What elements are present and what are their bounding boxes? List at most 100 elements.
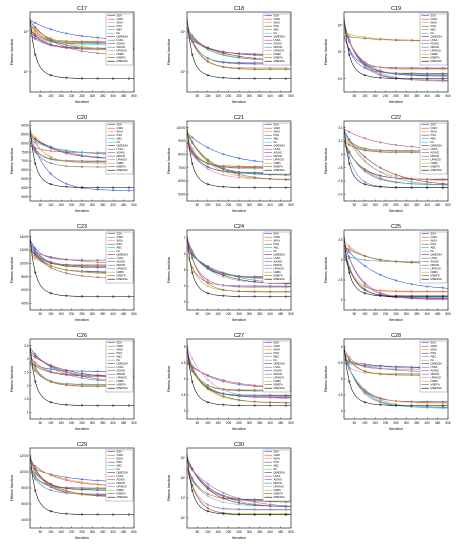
legend-entry: NABC — [117, 161, 125, 165]
series-marker — [426, 285, 429, 288]
legend-entry: UPWOO — [274, 267, 284, 271]
chart-title: C17 — [77, 6, 87, 12]
x-tick-label: 50 — [39, 530, 43, 534]
legend-entry: NABC — [274, 270, 282, 274]
series-marker — [379, 76, 382, 79]
legend-entry: DRGW — [117, 263, 126, 267]
legend-entry: GWO — [117, 17, 124, 21]
legend-entry: MSEFA — [117, 165, 126, 169]
series-marker — [191, 369, 194, 372]
series-marker — [348, 138, 351, 141]
legend-entry: GWO — [117, 126, 124, 130]
x-tick-label: 200 — [69, 94, 75, 98]
x-tick-label: 50 — [196, 421, 200, 425]
series-marker — [96, 276, 99, 279]
series-marker — [410, 74, 413, 77]
y-axis-label: Fitness function — [324, 148, 328, 175]
legend-entry: NABC — [431, 52, 439, 56]
series-marker — [206, 264, 209, 268]
series-marker — [284, 290, 287, 294]
series-marker — [206, 60, 209, 63]
series-marker — [348, 35, 351, 38]
series-marker — [49, 149, 52, 153]
series-marker — [237, 174, 241, 177]
series-marker — [34, 162, 37, 165]
legend-entry: QMESSA — [117, 471, 129, 475]
series-line — [343, 128, 449, 186]
chart-c22: C22 Fitness function Iteration 50 100 150 200 2… — [324, 115, 451, 213]
series-marker — [253, 172, 256, 175]
y-axis-label: Fitness function — [10, 366, 14, 393]
series-marker — [426, 298, 429, 301]
series-marker — [410, 297, 413, 300]
series-marker — [363, 388, 366, 391]
legend: SSAGWOWOAPSOABCFAQMESSALSSAAGWODRGWUPWOO… — [262, 450, 291, 502]
x-tick-label: 500 — [288, 312, 294, 316]
series-marker — [348, 256, 351, 260]
legend-entry: PSO — [117, 242, 123, 246]
legend-entry: MSEFA — [431, 165, 440, 169]
series-marker — [269, 504, 272, 507]
x-tick-label: 300 — [247, 94, 253, 98]
y-tick-label: 5.5 — [338, 361, 343, 365]
series-marker — [96, 494, 99, 497]
legend-entry: QMESSA — [117, 144, 129, 148]
series-marker — [441, 402, 444, 405]
x-tick-label: 450 — [121, 421, 127, 425]
legend-entry: SSA — [117, 232, 123, 236]
x-tick-label: 50 — [196, 312, 200, 316]
legend-entry: FA — [117, 467, 120, 471]
series-marker — [222, 380, 225, 383]
x-tick-label: 100 — [362, 94, 368, 98]
legend-entry: MSEFA — [274, 274, 283, 278]
legend-entry: UPWOO — [274, 376, 284, 380]
y-tick-label: 3 — [27, 357, 29, 361]
y-tick-label: 3.5 — [338, 238, 343, 242]
series-marker — [284, 77, 287, 80]
x-tick-label: 500 — [445, 94, 451, 98]
x-tick-label: 400 — [268, 94, 274, 98]
chart-title: C25 — [391, 224, 401, 230]
legend-entry: PSO — [431, 351, 437, 355]
legend-entry: WOA — [274, 239, 281, 243]
series-marker — [96, 404, 99, 407]
legend-entry: WOA — [431, 130, 438, 134]
series-marker — [65, 46, 68, 49]
series-marker — [222, 271, 225, 275]
legend-entry: LSSA — [117, 474, 124, 478]
legend-entry: QMESSA — [117, 253, 129, 257]
series-marker — [80, 259, 84, 263]
x-tick-label: 250 — [79, 203, 85, 207]
legend-entry: PSO — [431, 133, 437, 137]
x-tick-label: 400 — [111, 530, 117, 534]
series-marker — [284, 174, 287, 177]
chart-title: C22 — [391, 115, 401, 121]
x-tick-label: 200 — [226, 312, 232, 316]
series-marker — [363, 390, 366, 393]
legend-entry: WOA — [274, 348, 281, 352]
series-marker — [49, 483, 52, 486]
legend-entry: DRGW — [274, 45, 283, 49]
legend-entry: AGWO — [117, 478, 126, 482]
series-marker — [80, 154, 84, 157]
series-marker — [191, 136, 194, 139]
series-marker — [222, 497, 225, 500]
series-marker — [426, 406, 429, 409]
x-tick-label: 100 — [362, 203, 368, 207]
series-marker — [49, 255, 52, 258]
series-marker — [363, 37, 366, 40]
series-marker — [65, 160, 68, 163]
series-line — [186, 469, 291, 511]
legend-entry: UPWOO — [431, 49, 441, 53]
series-marker — [206, 503, 209, 506]
series-marker — [237, 52, 241, 55]
series-marker — [237, 55, 241, 58]
series-marker — [49, 473, 52, 476]
series-marker — [284, 68, 287, 71]
x-tick-label: 500 — [131, 312, 137, 316]
legend-entry: QMESSA — [431, 144, 443, 148]
series-marker — [206, 162, 209, 165]
series-marker — [253, 501, 256, 504]
series-marker — [80, 266, 84, 269]
series-marker — [222, 185, 225, 188]
